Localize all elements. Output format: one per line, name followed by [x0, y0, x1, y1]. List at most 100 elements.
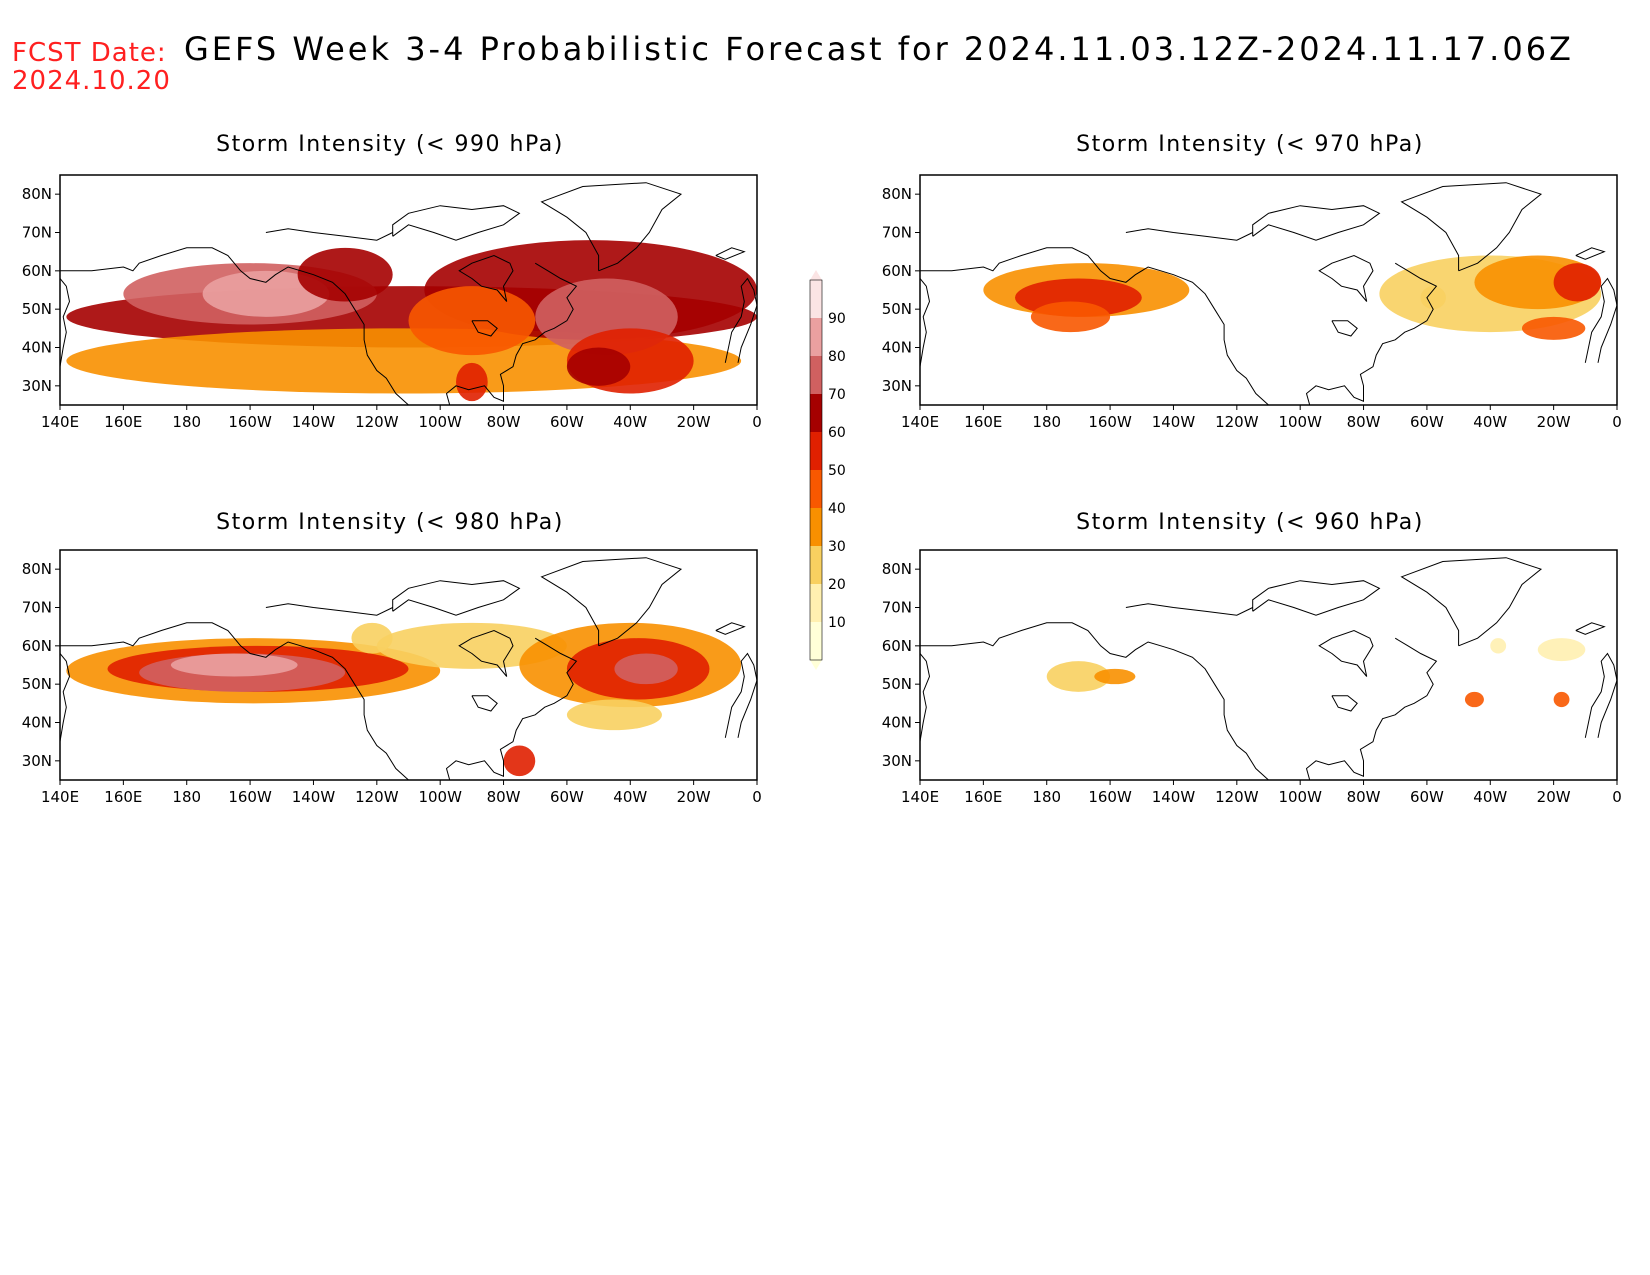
map-panel-980: 140E 160E 180 160W 140W 120W 100W 80W 60W 40W 20W 0… [22, 549, 762, 806]
coastline [1305, 637, 1438, 780]
colorbar-label: 50 [828, 463, 846, 479]
probability-field [66, 240, 757, 402]
map-frame [59, 549, 758, 781]
coastline [445, 637, 578, 780]
coastline [458, 254, 514, 302]
coastline [458, 629, 514, 677]
panel-title-980: Storm Intensity (< 980 hPa) [216, 510, 564, 535]
coastline [724, 277, 757, 363]
lon-tick-label: 100W [1278, 788, 1322, 806]
probability-blob [614, 653, 678, 685]
colorbar-cap-top [810, 270, 822, 280]
main-title: GEFS Week 3-4 Probabilistic Forecast for… [184, 30, 1574, 68]
map-frame [919, 549, 1618, 781]
coastline [1584, 652, 1617, 738]
map-panel-970: 140E 160E 180 160W 140W 120W 100W 80W 60W 40W 20W 0… [882, 174, 1622, 431]
fcst-date-label: FCST Date: [12, 38, 167, 68]
colorbar-label: 90 [828, 311, 846, 327]
colorbar-label: 60 [828, 425, 846, 441]
lon-tick-label: 0 [1612, 413, 1622, 431]
lat-tick-label: 80N [882, 560, 912, 578]
lon-tick-label: 140W [292, 413, 336, 431]
fcst-date-value: 2024.10.20 [12, 66, 171, 96]
lon-tick-label: 140W [292, 788, 336, 806]
coastline [1400, 182, 1543, 272]
lat-tick-label: 60N [22, 262, 52, 280]
lat-tick-label: 30N [882, 752, 912, 770]
colorbar-swatch [810, 318, 822, 356]
lat-tick-label: 80N [22, 560, 52, 578]
coastline [920, 247, 1269, 405]
colorbar-swatch [810, 622, 822, 660]
coastline [392, 205, 521, 241]
lon-tick-label: 80W [1347, 413, 1381, 431]
colorbar-swatch [810, 280, 822, 318]
lon-tick-label: 40W [613, 413, 647, 431]
colorbar-swatch [810, 432, 822, 470]
coastline [1400, 557, 1543, 647]
probability-blob [1521, 316, 1586, 340]
probability-blob [1030, 301, 1111, 333]
colorbar-cap-bottom [810, 660, 822, 670]
lat-tick-label: 50N [22, 675, 52, 693]
lon-tick-label: 60W [1410, 788, 1444, 806]
lat-tick-label: 70N [22, 599, 52, 617]
colorbar-label: 40 [828, 501, 846, 517]
coastline [265, 603, 393, 616]
coastline [1252, 580, 1381, 616]
coastline [540, 182, 683, 272]
probability-blob [1420, 286, 1446, 310]
colorbar-label: 20 [828, 577, 846, 593]
lat-tick-label: 60N [882, 262, 912, 280]
coastline [471, 320, 498, 337]
map-panel-960: 140E 160E 180 160W 140W 120W 100W 80W 60W 40W 20W 0… [882, 549, 1622, 806]
lon-tick-label: 20W [1537, 413, 1571, 431]
probability-blob [566, 699, 662, 731]
lat-tick-label: 60N [882, 637, 912, 655]
lon-tick-label: 140E [41, 413, 79, 431]
probability-field [983, 255, 1602, 340]
colorbar: 90 80 70 60 50 40 30 20 10 [809, 270, 846, 670]
panel-title-970: Storm Intensity (< 970 hPa) [1076, 132, 1424, 157]
coastline [445, 262, 578, 405]
colorbar-swatch [810, 508, 822, 546]
lon-tick-label: 100W [1278, 413, 1322, 431]
lat-tick-label: 40N [882, 714, 912, 732]
coastline [1318, 629, 1374, 677]
lat-tick-label: 70N [882, 599, 912, 617]
lon-tick-label: 60W [550, 788, 584, 806]
lat-tick-label: 80N [882, 185, 912, 203]
coastline [715, 247, 746, 260]
coastline [1125, 603, 1253, 616]
probability-field [1046, 638, 1586, 708]
coastline [1125, 228, 1253, 241]
lat-tick-label: 80N [22, 185, 52, 203]
lon-tick-label: 160E [964, 413, 1002, 431]
probability-blob [1537, 638, 1586, 662]
lon-tick-label: 180 [1032, 413, 1061, 431]
coastline [920, 653, 931, 742]
coastlines [920, 182, 1617, 405]
coastline [715, 622, 746, 635]
lon-tick-label: 0 [1612, 788, 1622, 806]
lon-tick-label: 160W [228, 788, 272, 806]
lat-tick-label: 70N [22, 224, 52, 242]
probability-blob [408, 286, 536, 356]
coastline [920, 622, 1269, 780]
colorbar-frame [809, 279, 823, 661]
lon-tick-label: 140E [41, 788, 79, 806]
lon-tick-label: 120W [355, 413, 399, 431]
lon-tick-label: 120W [355, 788, 399, 806]
lon-tick-label: 60W [550, 413, 584, 431]
coastline [724, 652, 757, 738]
probability-blob [1553, 691, 1570, 708]
probability-blob [1464, 691, 1484, 708]
lat-tick-label: 30N [882, 377, 912, 395]
lon-tick-label: 160E [104, 413, 142, 431]
coastline [265, 228, 393, 241]
lat-tick-label: 30N [22, 377, 52, 395]
lon-tick-label: 160W [1088, 788, 1132, 806]
map-panel-990: 140E 160E 180 160W 140W 120W 100W 80W 60W 40W 20W 0… [22, 174, 762, 431]
lon-tick-label: 140W [1152, 788, 1196, 806]
lon-tick-label: 140W [1152, 413, 1196, 431]
